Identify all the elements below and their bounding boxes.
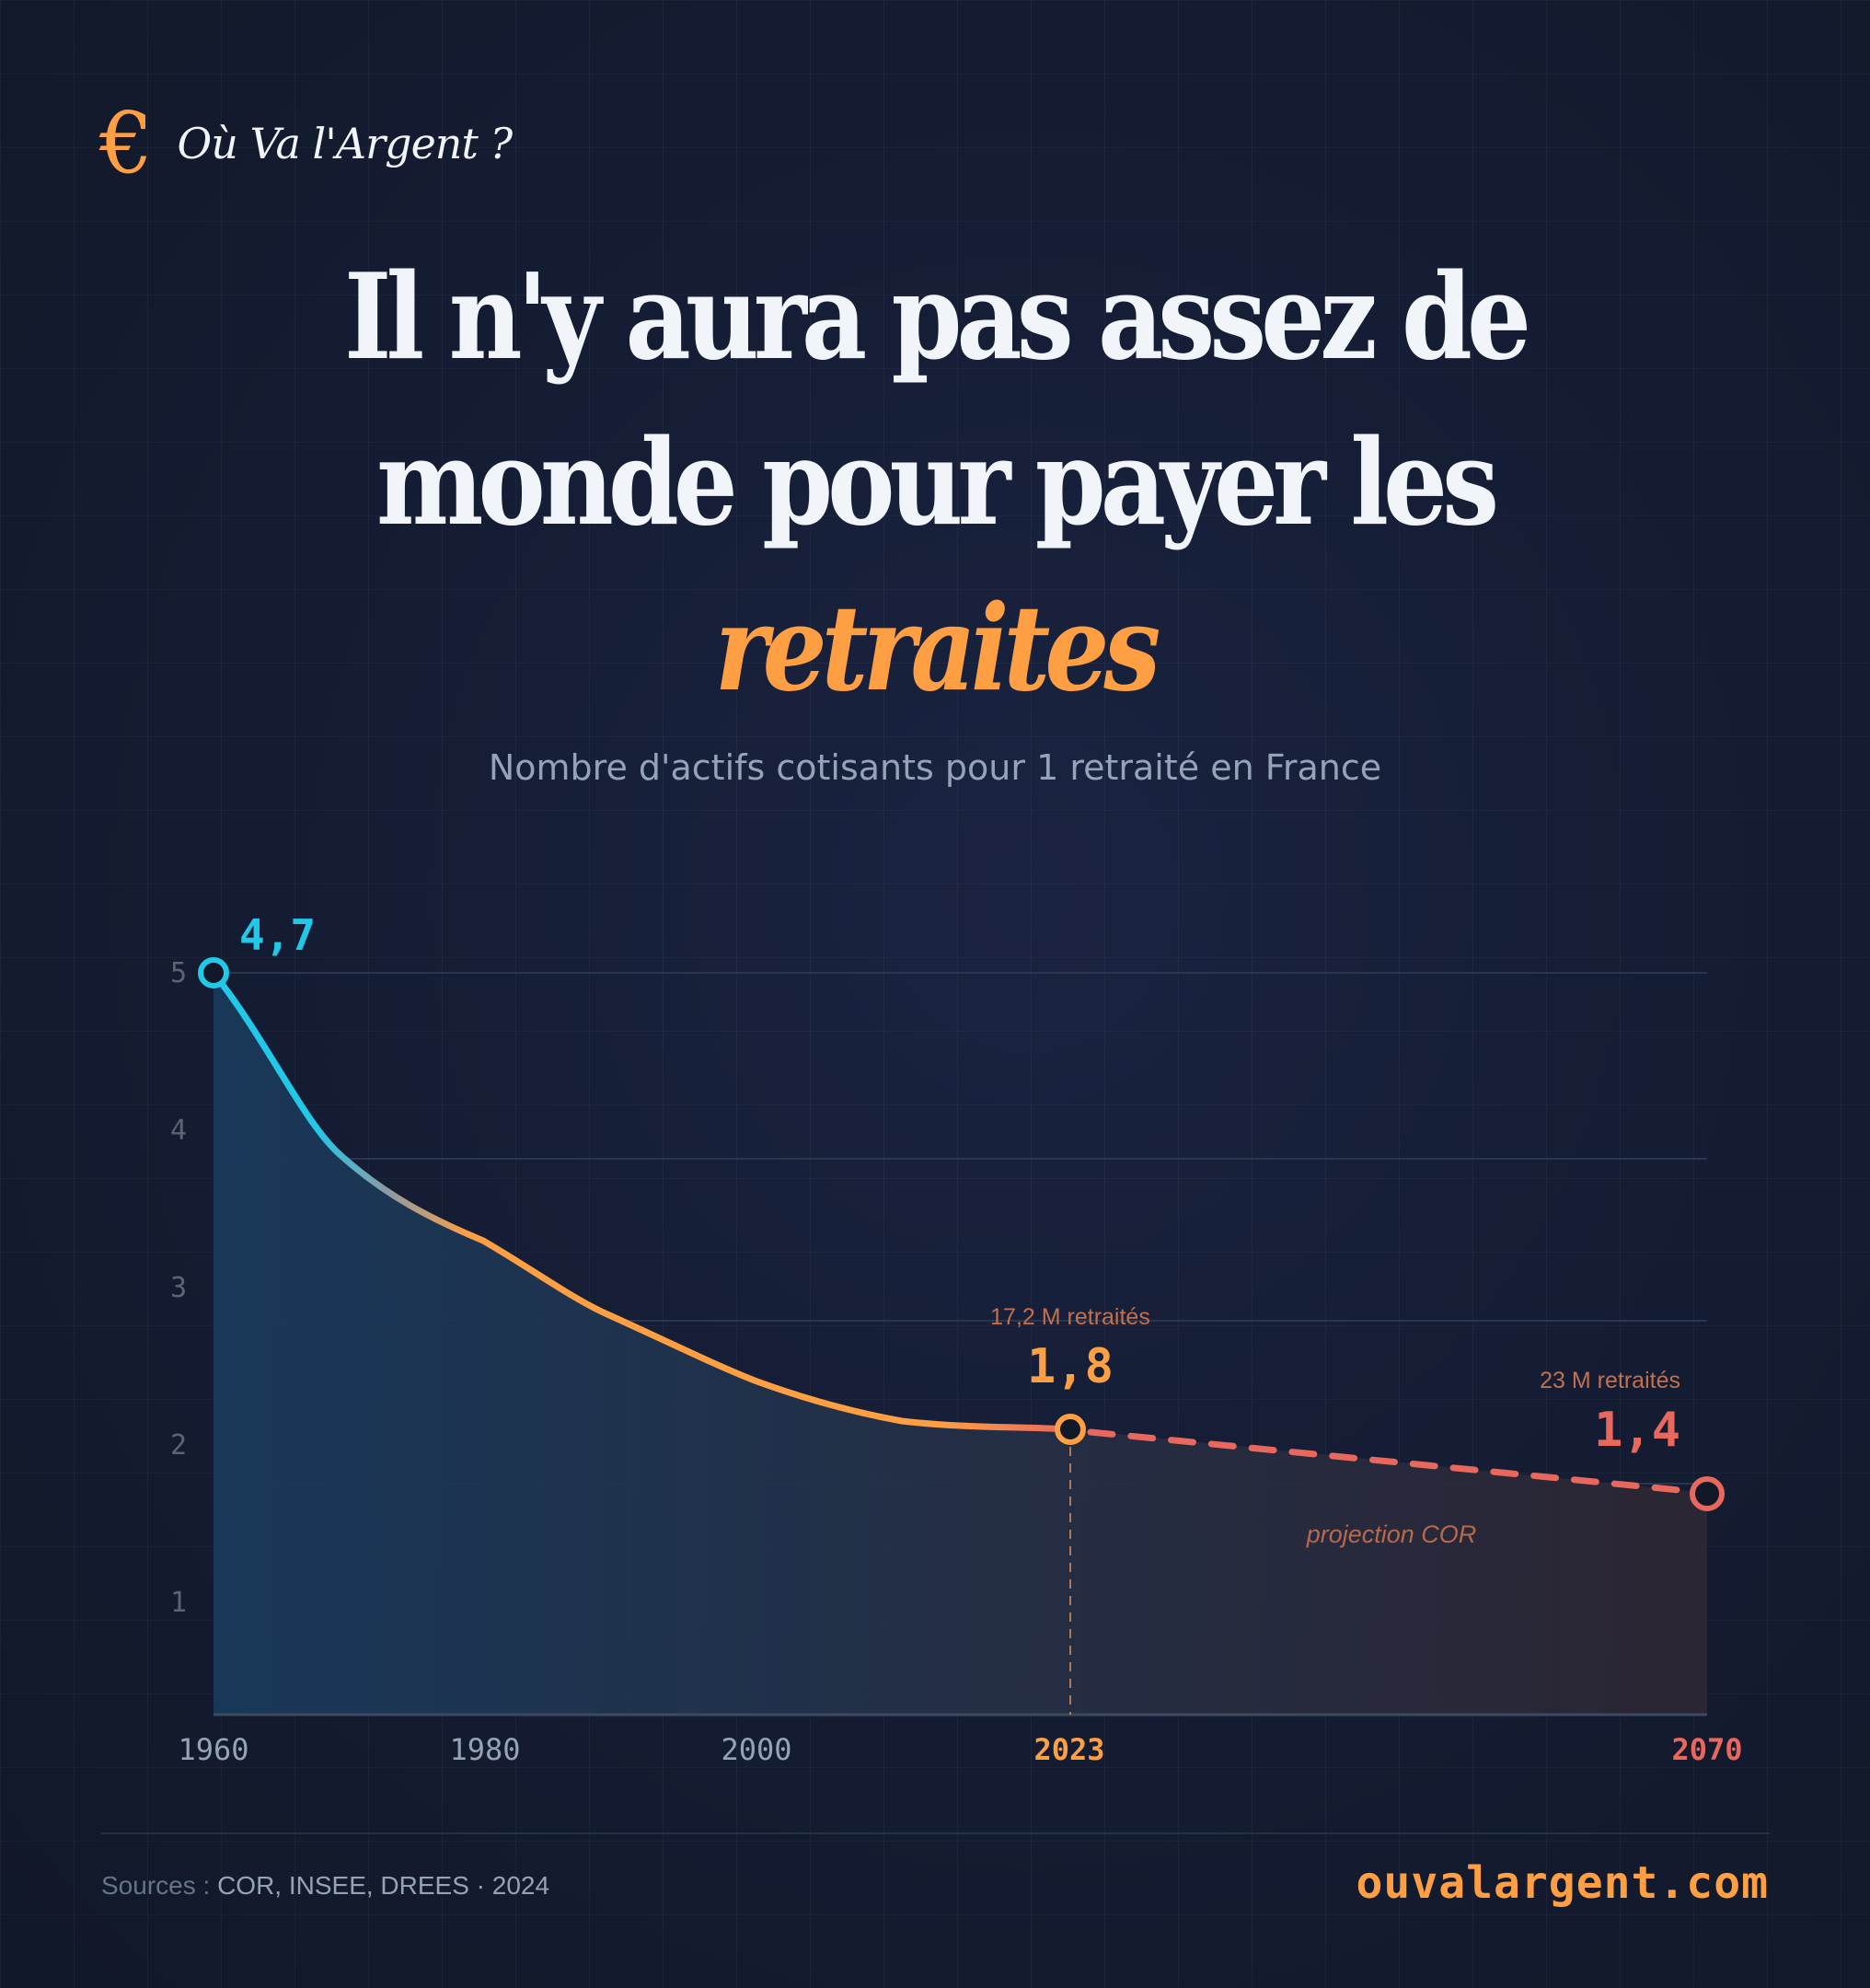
x-tick: 2000: [721, 1732, 791, 1767]
projection-label: projection COR: [1306, 1520, 1477, 1548]
future-value-label: 1,4: [1594, 1403, 1680, 1458]
y-tick: 5: [170, 957, 187, 989]
x-tick-current: 2023: [1033, 1732, 1104, 1767]
marker-2070[interactable]: [1690, 1476, 1725, 1511]
y-tick: 4: [170, 1115, 187, 1147]
x-axis-labels: 1960 1980 2000 2023 2070: [178, 1732, 1742, 1767]
current-retirees-note: 17,2 M retraités: [990, 1304, 1150, 1330]
x-tick-future: 2070: [1671, 1732, 1742, 1767]
y-tick: 1: [170, 1587, 187, 1619]
sources-value: COR, INSEE, DREES · 2024: [217, 1871, 550, 1900]
area-fill: [214, 973, 1707, 1715]
title-accent: retraites: [714, 580, 1161, 718]
projection-line: [1087, 1428, 1692, 1495]
sources: Sources : COR, INSEE, DREES · 2024: [101, 1871, 549, 1901]
title-line-2: monde pour payer les: [375, 414, 1499, 552]
x-tick: 1980: [449, 1732, 520, 1767]
marker-2023[interactable]: [1055, 1414, 1086, 1445]
brand-header: € Où Va l'Argent ?: [99, 94, 514, 192]
footer-divider: [101, 1832, 1770, 1834]
chart-subtitle: Nombre d'actifs cotisants pour 1 retrait…: [488, 747, 1382, 788]
title-line-1: Il n'y aura pas assez de: [344, 248, 1531, 387]
historic-line: [210, 969, 1073, 1433]
page-title: Il n'y aura pas assez de monde pour paye…: [131, 235, 1739, 732]
y-axis-labels: 5 4 3 2 1: [170, 957, 187, 1619]
start-value-label: 4,7: [239, 910, 316, 960]
x-tick: 1960: [178, 1732, 248, 1767]
current-value-label: 1,8: [1027, 1339, 1114, 1394]
site-link[interactable]: ouvalargent.com: [1356, 1857, 1769, 1909]
brand-name: Où Va l'Argent ?: [177, 119, 514, 168]
y-tick: 3: [170, 1272, 187, 1304]
y-tick: 2: [170, 1429, 187, 1462]
future-retirees-note: 23 M retraités: [1540, 1368, 1680, 1393]
euro-icon: €: [99, 94, 154, 192]
marker-1960[interactable]: [198, 957, 229, 988]
sources-label: Sources :: [101, 1871, 211, 1900]
